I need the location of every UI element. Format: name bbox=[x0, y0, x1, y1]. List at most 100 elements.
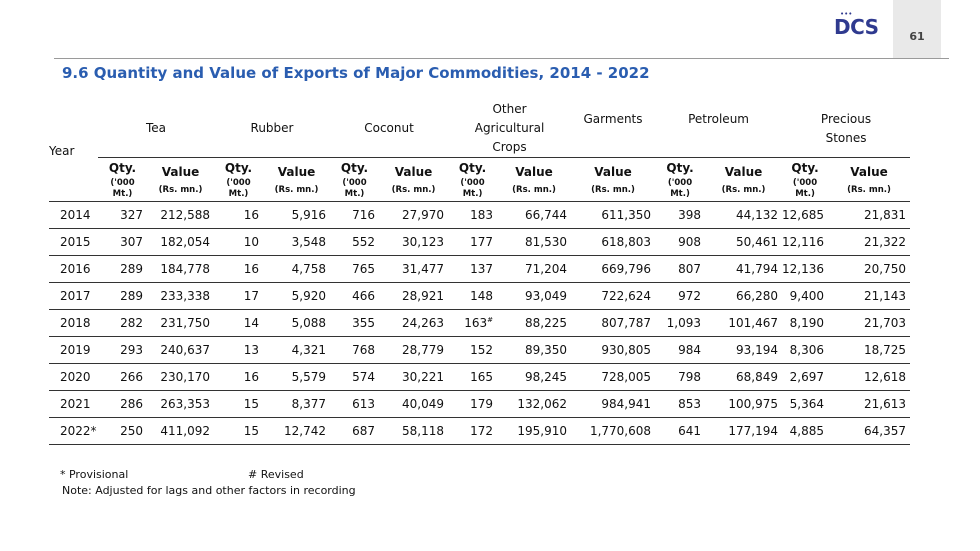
cell-oac-q: 152 bbox=[448, 336, 498, 364]
petroleum-value-header: Value (Rs. mn.) bbox=[705, 157, 783, 202]
cell-tea-q: 327 bbox=[98, 201, 147, 229]
table-row: 2015 307 182,054 10 3,548 552 30,123 177 81,530 6… bbox=[49, 228, 911, 256]
cell-ps-q: 5,364 bbox=[782, 390, 829, 418]
value-label: Value bbox=[394, 165, 433, 179]
cell-ps-v: 21,703 bbox=[828, 309, 911, 337]
group-other-agri-line1: Other bbox=[492, 102, 527, 116]
page-title: 9.6 Quantity and Value of Exports of Maj… bbox=[62, 64, 650, 82]
value-label: Value bbox=[161, 165, 200, 179]
value-unit: (Rs. mn.) bbox=[512, 185, 556, 195]
cell-oac-q: 183 bbox=[448, 201, 498, 229]
cell-coc-v: 24,263 bbox=[379, 309, 449, 337]
table-row: 2021 286 263,353 15 8,377 613 40,049 179 132,062… bbox=[49, 390, 911, 418]
cell-tea-v: 182,054 bbox=[147, 228, 214, 256]
group-other-agri-line3: Crops bbox=[492, 140, 527, 154]
cell-oac-v: 81,530 bbox=[497, 228, 572, 256]
cell-ps-v: 18,725 bbox=[828, 336, 911, 364]
cell-rub-v: 5,579 bbox=[263, 363, 330, 391]
year-cell: 2016 bbox=[49, 255, 98, 283]
cell-pet-v: 68,849 bbox=[705, 363, 783, 391]
cell-rub-v: 5,916 bbox=[263, 201, 330, 229]
tea-qty-header: Qty. ('000 Mt.) bbox=[98, 157, 147, 202]
table-row: 2020 266 230,170 16 5,579 574 30,221 165 98,245 7… bbox=[49, 363, 911, 391]
cell-pet-q: 798 bbox=[655, 363, 706, 391]
cell-rub-v: 4,758 bbox=[263, 255, 330, 283]
cell-gar-v: 1,770,608 bbox=[571, 417, 656, 445]
qty-label: Qty. bbox=[224, 161, 253, 175]
cell-ps-q: 4,885 bbox=[782, 417, 829, 445]
qty-unit-line2: Mt.) bbox=[795, 189, 815, 199]
cell-rub-q: 16 bbox=[214, 255, 263, 283]
value-text: 148 bbox=[470, 289, 494, 303]
page-number-box: 61 bbox=[893, 0, 941, 58]
footnote-note: Note: Adjusted for lags and other factor… bbox=[62, 484, 356, 497]
group-precious-stones: Precious Stones bbox=[782, 100, 910, 158]
cell-pet-v: 50,461 bbox=[705, 228, 783, 256]
cell-ps-q: 8,190 bbox=[782, 309, 829, 337]
qty-unit-line1: ('000 bbox=[460, 178, 485, 188]
cell-oac-q: 148 bbox=[448, 282, 498, 310]
year-cell: 2020 bbox=[49, 363, 98, 391]
qty-unit-line2: Mt.) bbox=[670, 189, 690, 199]
year-cell: 2015 bbox=[49, 228, 98, 256]
cell-oac-q: 137 bbox=[448, 255, 498, 283]
cell-rub-v: 4,321 bbox=[263, 336, 330, 364]
coconut-qty-header: Qty. ('000 Mt.) bbox=[330, 157, 379, 202]
group-rubber: Rubber bbox=[250, 121, 294, 135]
cell-coc-q: 574 bbox=[330, 363, 379, 391]
table-row: 2016 289 184,778 16 4,758 765 31,477 137 71,204 6… bbox=[49, 255, 911, 283]
qty-unit-line2: Mt.) bbox=[344, 189, 365, 199]
cell-coc-v: 30,123 bbox=[379, 228, 449, 256]
value-text: 165 bbox=[470, 370, 494, 384]
cell-rub-q: 16 bbox=[214, 201, 263, 229]
value-label: Value bbox=[515, 165, 553, 179]
precious-qty-header: Qty. ('000 Mt.) bbox=[782, 157, 829, 202]
table-body: 2014 327 212,588 16 5,916 716 27,970 183 66,744 6… bbox=[49, 201, 911, 445]
other-agri-qty-header: Qty. ('000 Mt.) bbox=[448, 157, 498, 202]
table-row: 2018 282 231,750 14 5,088 355 24,263 163# 88,225… bbox=[49, 309, 911, 337]
cell-rub-v: 5,088 bbox=[263, 309, 330, 337]
cell-gar-v: 807,787 bbox=[571, 309, 656, 337]
exports-table: Year Tea Rubber Coconut Other Agricultur… bbox=[49, 100, 911, 445]
precious-value-header: Value (Rs. mn.) bbox=[828, 157, 911, 202]
cell-pet-v: 93,194 bbox=[705, 336, 783, 364]
cell-coc-q: 765 bbox=[330, 255, 379, 283]
cell-tea-v: 240,637 bbox=[147, 336, 214, 364]
cell-coc-q: 466 bbox=[330, 282, 379, 310]
qty-unit-line2: Mt.) bbox=[228, 189, 249, 199]
cell-tea-v: 411,092 bbox=[147, 417, 214, 445]
cell-oac-v: 89,350 bbox=[497, 336, 572, 364]
cell-tea-v: 231,750 bbox=[147, 309, 214, 337]
cell-coc-q: 552 bbox=[330, 228, 379, 256]
dcs-logo: ••• DCS bbox=[834, 11, 879, 40]
cell-rub-q: 16 bbox=[214, 363, 263, 391]
cell-oac-v: 88,225 bbox=[497, 309, 572, 337]
year-cell: 2014 bbox=[49, 201, 98, 229]
group-header-row: Year Tea Rubber Coconut Other Agricultur… bbox=[49, 100, 910, 158]
cell-oac-q: 179 bbox=[448, 390, 498, 418]
cell-gar-v: 722,624 bbox=[571, 282, 656, 310]
coconut-value-header: Value (Rs. mn.) bbox=[379, 157, 449, 202]
cell-ps-v: 64,357 bbox=[828, 417, 911, 445]
value-unit: (Rs. mn.) bbox=[721, 185, 766, 195]
cell-tea-q: 307 bbox=[98, 228, 147, 256]
cell-pet-v: 66,280 bbox=[705, 282, 783, 310]
cell-coc-q: 687 bbox=[330, 417, 379, 445]
qty-label: Qty. bbox=[458, 161, 487, 175]
cell-coc-v: 58,118 bbox=[379, 417, 449, 445]
cell-ps-q: 2,697 bbox=[782, 363, 829, 391]
cell-pet-q: 807 bbox=[655, 255, 706, 283]
value-text: 183 bbox=[470, 208, 494, 222]
cell-ps-q: 12,136 bbox=[782, 255, 829, 283]
cell-gar-v: 930,805 bbox=[571, 336, 656, 364]
cell-pet-q: 1,093 bbox=[655, 309, 706, 337]
cell-pet-q: 641 bbox=[655, 417, 706, 445]
cell-pet-q: 908 bbox=[655, 228, 706, 256]
cell-coc-q: 613 bbox=[330, 390, 379, 418]
table-row: 2014 327 212,588 16 5,916 716 27,970 183 66,744 6… bbox=[49, 201, 911, 229]
qty-label: Qty. bbox=[108, 161, 137, 175]
cell-oac-v: 98,245 bbox=[497, 363, 572, 391]
revised-mark: # bbox=[487, 316, 494, 324]
cell-tea-v: 233,338 bbox=[147, 282, 214, 310]
cell-tea-q: 250 bbox=[98, 417, 147, 445]
